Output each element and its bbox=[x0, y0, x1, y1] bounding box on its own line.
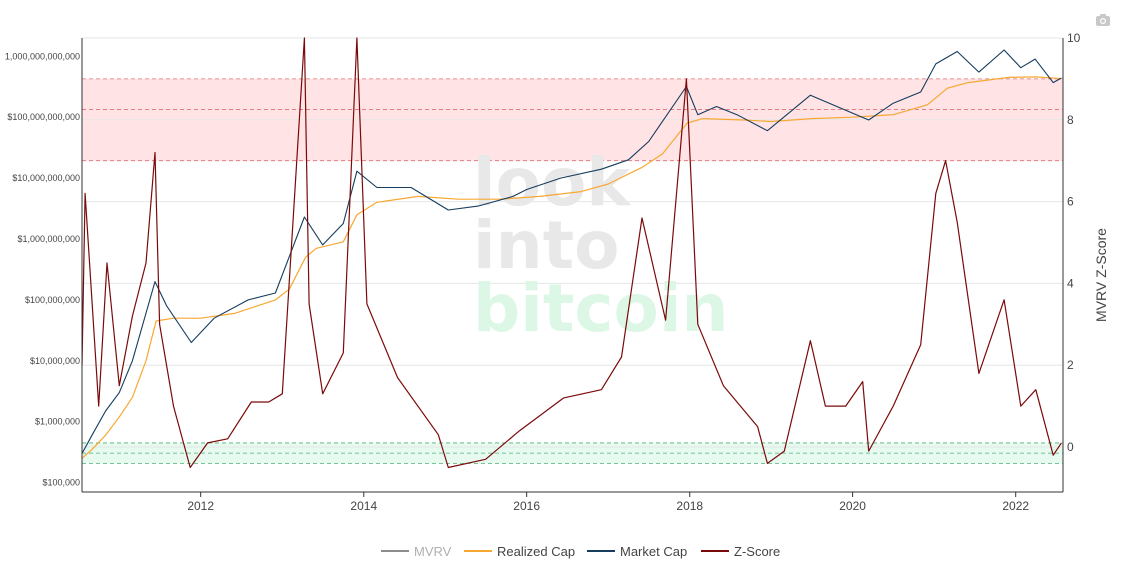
y-left-tick-label-1000000000: $1,000,000,000 bbox=[17, 234, 80, 244]
legend-label-realized-cap: Realized Cap bbox=[497, 544, 575, 559]
legend-item-mvrv[interactable]: MVRV bbox=[381, 544, 452, 559]
camera-icon[interactable] bbox=[1096, 14, 1110, 26]
legend-item-z-score[interactable]: Z-Score bbox=[701, 544, 780, 559]
y-left-tick-label-1000000000000: 1,000,000,000,000 bbox=[5, 51, 80, 61]
series-layer bbox=[81, 37, 1062, 469]
series-line-z-score bbox=[81, 37, 1062, 469]
x-tick-label-2022: 2022 bbox=[1002, 499, 1029, 513]
y-left-tick-label-100000000: $100,000,000 bbox=[25, 295, 80, 305]
x-tick-label-2020: 2020 bbox=[839, 499, 866, 513]
legend[interactable]: MVRV Realized Cap Market Cap Z-Score bbox=[381, 544, 780, 559]
y-left-tick-label-100000: $100,000 bbox=[42, 478, 80, 488]
y-right-tick-label-0: 0 bbox=[1067, 440, 1074, 454]
y-right-axis-title: MVRV Z-Score bbox=[1093, 228, 1109, 322]
y-left-tick-label-100000000000: $100,000,000,000 bbox=[7, 112, 80, 122]
legend-label-z-score: Z-Score bbox=[734, 544, 780, 559]
y-right-tick-label-8: 8 bbox=[1067, 113, 1074, 127]
grid-layer bbox=[82, 37, 1063, 448]
y-left-tick-label-1000000: $1,000,000 bbox=[35, 417, 80, 427]
watermark-bitcoin: bitcoin bbox=[473, 270, 729, 347]
series-line-market-cap bbox=[81, 49, 1062, 454]
y-left-tick-label-10000000000: $10,000,000,000 bbox=[12, 173, 80, 183]
x-tick-label-2018: 2018 bbox=[676, 499, 703, 513]
legend-label-mvrv: MVRV bbox=[414, 544, 452, 559]
watermark-look: look bbox=[473, 144, 632, 221]
y-right-tick-label-6: 6 bbox=[1067, 195, 1074, 209]
axes-layer: 2012 2014 2016 2018 2020 2022 $100,000 $1,000,0… bbox=[5, 31, 1109, 513]
x-tick-label-2014: 2014 bbox=[350, 499, 377, 513]
legend-label-market-cap: Market Cap bbox=[620, 544, 687, 559]
y-right-tick-label-2: 2 bbox=[1067, 358, 1074, 372]
y-right-tick-label-4: 4 bbox=[1067, 276, 1074, 290]
legend-item-realized-cap[interactable]: Realized Cap bbox=[464, 544, 575, 559]
y-left-tick-label-10000000: $10,000,000 bbox=[30, 356, 80, 366]
y-right-tick-label-10: 10 bbox=[1067, 31, 1081, 45]
legend-item-market-cap[interactable]: Market Cap bbox=[587, 544, 687, 559]
x-tick-label-2012: 2012 bbox=[187, 499, 214, 513]
x-tick-label-2016: 2016 bbox=[513, 499, 540, 513]
watermark-into: into bbox=[473, 207, 620, 284]
